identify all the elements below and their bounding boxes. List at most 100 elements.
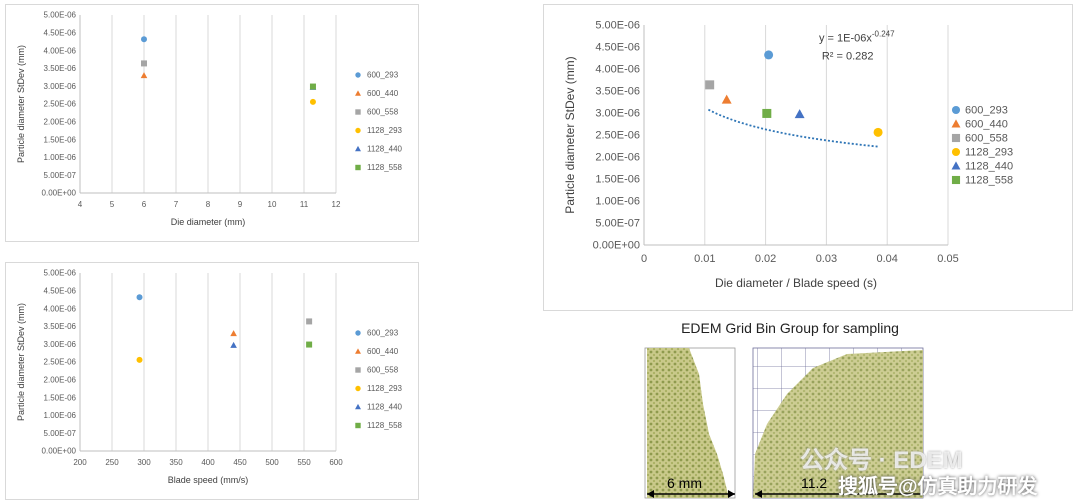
y-tick-label: 5.00E-06	[44, 11, 77, 20]
y-tick-label: 2.00E-06	[595, 152, 640, 164]
legend-label-600_558: 600_558	[367, 108, 399, 117]
legend-label-1128_440: 1128_440	[367, 145, 403, 154]
legend-label-600_293: 600_293	[367, 329, 399, 338]
data-point-600_440	[721, 94, 732, 104]
y-tick-label: 5.00E-07	[595, 218, 640, 230]
legend-label-1128_558: 1128_558	[367, 421, 403, 430]
grid-bin-right-particles	[753, 350, 923, 498]
y-tick-label: 3.50E-06	[44, 322, 77, 331]
grid-bin-left-arrowhead-r	[728, 490, 735, 498]
y-tick-label: 3.50E-06	[44, 64, 77, 73]
legend-marker-1128_558	[951, 175, 961, 185]
legend-marker-1128_558	[355, 164, 361, 171]
watermark-line1: 公众号 · EDEM	[800, 447, 963, 474]
legend-marker-600_440	[355, 90, 361, 96]
legend-label-600_293: 600_293	[965, 105, 1008, 117]
x-tick-label: 0.04	[876, 253, 897, 265]
legend-label-1128_440: 1128_440	[367, 403, 403, 412]
data-point-1128_293	[873, 127, 883, 137]
data-point-600_293	[136, 294, 143, 301]
x-axis-title: Die diameter / Blade speed (s)	[715, 276, 877, 290]
data-point-1128_440	[230, 341, 237, 348]
legend-marker-1128_293	[355, 127, 361, 134]
legend-label-1128_558: 1128_558	[367, 163, 403, 172]
x-tick-label: 550	[297, 458, 311, 467]
y-tick-label: 5.00E-07	[44, 429, 77, 438]
x-tick-label: 5	[110, 200, 115, 209]
legend-marker-600_440	[355, 348, 361, 354]
x-axis-title: Die diameter (mm)	[171, 217, 246, 227]
legend-marker-1128_293	[951, 147, 961, 157]
y-tick-label: 2.50E-06	[44, 100, 77, 109]
watermark-line2: 搜狐号@仿真助力研发	[838, 476, 1038, 498]
x-tick-label: 8	[206, 200, 211, 209]
data-point-1128_558	[762, 108, 772, 118]
trendline-r2: R² = 0.282	[822, 50, 874, 62]
y-tick-label: 3.50E-06	[595, 86, 640, 98]
data-point-600_558	[306, 318, 313, 325]
data-point-1128_440	[794, 109, 805, 119]
y-axis-title: Particle diameter StDev (mm)	[563, 56, 577, 213]
chart-ratio-svg: 0 0.01 0.02 0.03 0.04 0.05 0.00E+00 5.00E-07 1.0…	[563, 20, 1013, 290]
legend-label-1128_293: 1128_293	[965, 147, 1013, 159]
y-tick-label: 2.50E-06	[595, 130, 640, 142]
legend-marker-1128_440	[355, 145, 361, 152]
trendline	[708, 108, 879, 148]
x-tick-label: 300	[137, 458, 151, 467]
x-tick-label: 200	[73, 458, 87, 467]
y-tick-label: 4.50E-06	[44, 28, 77, 37]
chart-die-diameter: 4 5 6 7 8 9 10 11 12 0.00E+00 5.00E-07 1.00E-06 1.50…	[5, 4, 419, 242]
legend-marker-1128_440	[951, 161, 961, 170]
grid-bin-left-label: 6 mm	[667, 475, 702, 491]
x-tick-label: 6	[142, 200, 147, 209]
legend-marker-600_558	[355, 367, 361, 373]
x-tick-label: 7	[174, 200, 179, 209]
data-point-600_440	[140, 72, 148, 79]
x-tick-label: 250	[105, 458, 119, 467]
data-point-600_558	[141, 60, 147, 67]
grid-bin-figure: 6 mm 11.2	[644, 347, 924, 499]
legend-label-1128_440: 1128_440	[965, 161, 1013, 173]
y-tick-label: 0.00E+00	[593, 240, 640, 252]
y-tick-label: 4.50E-06	[595, 42, 640, 54]
y-tick-label: 0.00E+00	[42, 447, 77, 456]
trendline-equation: y = 1E-06x-0.247	[819, 30, 895, 45]
legend-label-600_440: 600_440	[965, 119, 1008, 131]
data-point-600_558	[705, 80, 715, 90]
y-tick-label: 1.50E-06	[44, 393, 77, 402]
data-point-1128_293	[136, 356, 143, 363]
legend-label-600_440: 600_440	[367, 347, 399, 356]
y-tick-label: 3.00E-06	[595, 108, 640, 120]
y-tick-label: 1.00E-06	[44, 411, 77, 420]
y-tick-label: 1.50E-06	[595, 174, 640, 186]
y-tick-label: 3.00E-06	[44, 82, 77, 91]
legend-label-600_293: 600_293	[367, 71, 399, 80]
y-tick-label: 5.00E-06	[595, 20, 640, 32]
grid-bin-right-arrowhead-l	[755, 490, 762, 498]
chart-die-diameter-svg: 4 5 6 7 8 9 10 11 12 0.00E+00 5.00E-07 1.00E-06 1.50…	[16, 11, 403, 227]
x-tick-label: 11	[300, 200, 309, 209]
y-axis-title: Particle diameter StDev (mm)	[16, 45, 26, 163]
legend-label-1128_558: 1128_558	[965, 175, 1013, 187]
x-tick-label: 4	[78, 200, 83, 209]
x-axis-title: Blade speed (mm/s)	[168, 475, 249, 485]
data-point-600_293	[764, 50, 774, 60]
chart-blade-speed: 200 250 300 350 400 450 500 550 600 0.00E+00 5.00E…	[5, 262, 419, 500]
data-point-1128_293	[309, 98, 316, 105]
grid-bin-right-label: 11.2	[801, 475, 827, 491]
legend-marker-600_293	[951, 105, 961, 115]
grid-bin-title: EDEM Grid Bin Group for sampling	[681, 320, 899, 336]
x-tick-label: 12	[332, 200, 341, 209]
legend-marker-600_558	[951, 133, 961, 143]
legend-marker-600_440	[951, 119, 961, 128]
y-tick-label: 2.00E-06	[44, 375, 77, 384]
grid-bin-left-particles	[647, 348, 729, 498]
legend-label-600_558: 600_558	[965, 133, 1008, 145]
y-tick-label: 1.00E-06	[44, 153, 77, 162]
y-tick-label: 0.00E+00	[42, 189, 77, 198]
x-tick-label: 0.03	[816, 253, 837, 265]
y-tick-label: 2.00E-06	[44, 117, 77, 126]
x-tick-label: 400	[201, 458, 215, 467]
legend-label-600_440: 600_440	[367, 89, 399, 98]
y-tick-label: 4.50E-06	[44, 286, 77, 295]
